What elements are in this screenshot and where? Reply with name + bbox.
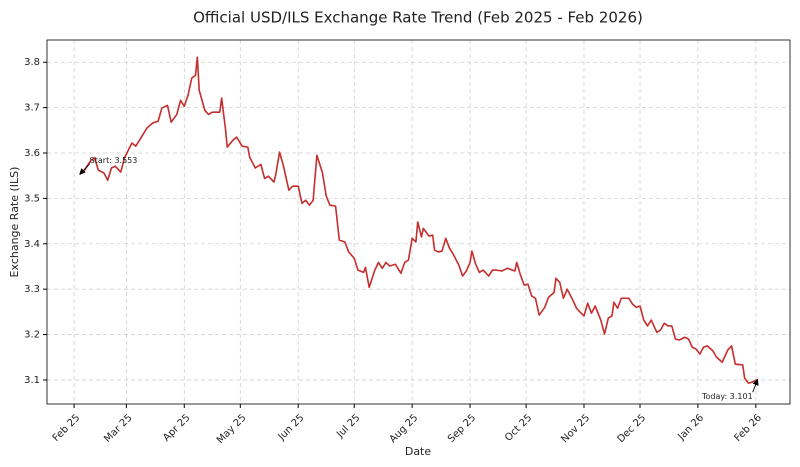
y-tick-label: 3.3: [24, 284, 40, 295]
x-tick-label: Jul 25: [334, 412, 362, 440]
y-tick-label: 3.1: [24, 375, 40, 386]
x-tick-label: Dec 25: [616, 412, 649, 445]
x-tick-label: Jan 26: [676, 412, 707, 443]
x-tick-label: Oct 25: [503, 412, 534, 443]
x-tick-label: Mar 25: [102, 412, 134, 444]
annotation: Start: 3.553: [90, 156, 138, 165]
y-tick-label: 3.8: [24, 57, 40, 68]
y-tick-label: 3.2: [24, 330, 40, 341]
y-tick-label: 3.4: [24, 239, 40, 250]
data-line: [79, 56, 759, 384]
annotation-arrow: [79, 163, 91, 175]
chart-title: Official USD/ILS Exchange Rate Trend (Fe…: [193, 9, 643, 27]
x-tick-label: Feb 26: [733, 412, 765, 444]
y-tick-label: 3.7: [24, 103, 40, 114]
y-tick-label: 3.6: [24, 148, 40, 159]
x-tick-label: Feb 25: [51, 412, 83, 444]
y-tick-label: 3.5: [24, 193, 40, 204]
plot-frame: [46, 39, 791, 405]
x-tick-label: Sep 25: [446, 412, 478, 444]
x-tick-label: Nov 25: [559, 412, 592, 445]
x-tick-label: Apr 25: [161, 412, 192, 443]
x-tick-label: Aug 25: [388, 412, 421, 445]
x-tick-label: Jun 25: [276, 412, 307, 443]
y-axis-label: Exchange Rate (ILS): [8, 167, 21, 278]
x-axis-label: Date: [405, 445, 432, 458]
x-tick-label: May 25: [215, 412, 249, 446]
annotation: Today: 3.101: [701, 392, 753, 401]
annotation-arrow: [752, 378, 759, 393]
